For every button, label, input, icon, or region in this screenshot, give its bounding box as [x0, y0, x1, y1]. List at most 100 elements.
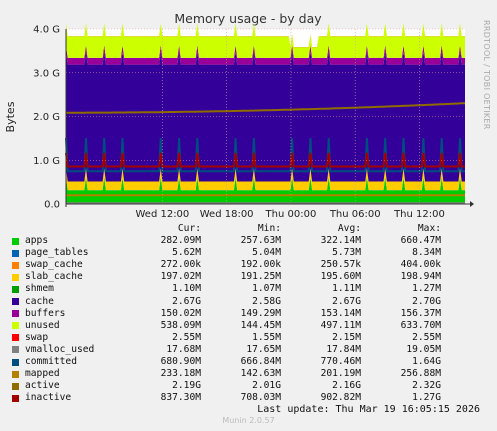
legend-avg-value: 770.46M	[320, 356, 361, 368]
legend-cur-value: 2.19G	[172, 380, 201, 392]
legend-min-value: 257.63M	[240, 235, 281, 247]
legend-max-value: 1.64G	[412, 356, 441, 368]
legend-swatch	[12, 261, 19, 269]
legend-series-name: shmem	[25, 283, 54, 295]
rrdtool-credit: RRDTOOL / TOBI OETIKER	[482, 20, 491, 130]
legend-avg-value: 902.82M	[320, 392, 361, 404]
area-slab_cache	[66, 168, 465, 191]
legend-swatch	[12, 237, 19, 245]
y-axis-ticks: 0.0 1.0 G 2.0 G 3.0 G 4.0 G	[33, 25, 60, 211]
legend-min-value: 192.00k	[240, 259, 281, 271]
legend-row-slab_cache: slab_cache 197.02M 191.25M 195.60M 198.94M	[12, 271, 490, 283]
legend-min-value: 708.03M	[240, 392, 281, 404]
legend-header: Cur: Min: Avg: Max:	[12, 223, 490, 235]
legend-swatch	[12, 346, 19, 354]
y-tick-label: 1.0 G	[33, 156, 60, 167]
legend-row-page_tables: page_tables 5.62M 5.04M 5.73M 8.34M	[12, 247, 490, 259]
legend-cur-value: 17.68M	[166, 343, 201, 355]
legend-row-mapped: mapped 233.18M 142.63M 201.19M 256.88M	[12, 368, 490, 380]
legend-swatch	[12, 273, 19, 281]
legend-row-shmem: shmem 1.10M 1.07M 1.11M 1.27M	[12, 283, 490, 295]
y-tick-label: 4.0 G	[33, 25, 60, 36]
legend-header-min: Min:	[257, 223, 281, 234]
legend-min-value: 2.58G	[252, 295, 281, 307]
legend-min-value: 5.04M	[252, 247, 281, 259]
legend-avg-value: 1.11M	[332, 283, 361, 295]
legend-avg-value: 17.84M	[326, 343, 361, 355]
x-tick-label: Wed 18:00	[200, 209, 254, 220]
legend-max-value: 156.37M	[400, 307, 441, 319]
legend-cur-value: 538.09M	[160, 319, 201, 331]
legend-cur-value: 837.30M	[160, 392, 201, 404]
legend-swatch	[12, 310, 19, 318]
legend-series-name: buffers	[25, 307, 66, 319]
legend-cur-value: 680.90M	[160, 356, 201, 368]
legend-row-committed: committed 680.90M 666.84M 770.46M 1.64G	[12, 356, 490, 368]
area-cache	[66, 51, 465, 182]
legend-swatch	[12, 249, 19, 257]
legend-swatch	[12, 358, 19, 366]
y-tick-label: 0.0	[44, 200, 60, 211]
legend-cur-value: 150.02M	[160, 307, 201, 319]
legend-row-inactive: inactive 837.30M 708.03M 902.82M 1.27G	[12, 392, 490, 404]
legend-avg-value: 2.16G	[332, 380, 361, 392]
legend-avg-value: 195.60M	[320, 271, 361, 283]
y-tick-label: 2.0 G	[33, 112, 60, 123]
legend-max-value: 404.00k	[400, 259, 441, 271]
legend-row-buffers: buffers 150.02M 149.29M 153.14M 156.37M	[12, 308, 490, 320]
legend-row-active: active 2.19G 2.01G 2.16G 2.32G	[12, 380, 490, 392]
x-axis-ticks: Wed 12:00 Wed 18:00 Thu 00:00 Thu 06:00 Thu …	[135, 209, 444, 220]
legend-header-avg: Avg:	[337, 223, 361, 234]
legend-max-value: 2.55M	[412, 331, 441, 343]
legend-avg-value: 2.15M	[332, 331, 361, 343]
x-tick-label: Wed 12:00	[135, 209, 189, 220]
legend-swatch	[12, 322, 19, 330]
legend-cur-value: 282.09M	[160, 235, 201, 247]
x-tick-label: Thu 06:00	[329, 209, 381, 220]
legend-swatch	[12, 394, 19, 402]
legend-min-value: 666.84M	[240, 356, 281, 368]
legend-series-name: mapped	[25, 368, 60, 380]
legend-max-value: 19.05M	[406, 343, 441, 355]
legend-avg-value: 153.14M	[320, 307, 361, 319]
legend-cur-value: 272.00k	[160, 259, 201, 271]
legend-swatch	[12, 298, 19, 306]
legend-header-max: Max:	[417, 223, 441, 234]
legend-series-name: slab_cache	[25, 271, 83, 283]
legend-row-swap: swap 2.55M 1.55M 2.15M 2.55M	[12, 332, 490, 344]
legend-series-name: cache	[25, 295, 54, 307]
line-inactive	[65, 152, 465, 168]
legend-avg-value: 201.19M	[320, 368, 361, 380]
munin-version: Munin 2.0.57	[222, 416, 275, 425]
legend-series-name: inactive	[25, 392, 72, 404]
legend-swatch	[12, 334, 19, 342]
legend-cur-value: 233.18M	[160, 368, 201, 380]
legend-max-value: 256.88M	[400, 368, 441, 380]
legend-min-value: 142.63M	[240, 368, 281, 380]
legend-avg-value: 497.11M	[320, 319, 361, 331]
legend-series-name: swap_cache	[25, 259, 83, 271]
legend-avg-value: 2.67G	[332, 295, 361, 307]
legend-min-value: 144.45M	[240, 319, 281, 331]
chart-title: Memory usage - by day	[174, 11, 322, 26]
legend-max-value: 198.94M	[400, 271, 441, 283]
legend-series-name: committed	[25, 356, 77, 368]
legend-cur-value: 197.02M	[160, 271, 201, 283]
legend-max-value: 1.27M	[412, 283, 441, 295]
legend-row-cache: cache 2.67G 2.58G 2.67G 2.70G	[12, 296, 490, 308]
legend-swatch	[12, 382, 19, 390]
legend-swatch	[12, 286, 19, 294]
line-committed	[65, 137, 465, 173]
legend-min-value: 1.07M	[252, 283, 281, 295]
legend-min-value: 149.29M	[240, 307, 281, 319]
legend-cur-value: 2.55M	[172, 331, 201, 343]
legend-max-value: 633.70M	[400, 319, 441, 331]
legend-cur-value: 5.62M	[172, 247, 201, 259]
legend-avg-value: 322.14M	[320, 235, 361, 247]
line-active	[66, 102, 466, 114]
legend-row-apps: apps 282.09M 257.63M 322.14M 660.47M	[12, 235, 490, 247]
legend-max-value: 660.47M	[400, 235, 441, 247]
legend-series-name: apps	[25, 235, 49, 247]
legend-min-value: 2.01G	[252, 380, 281, 392]
legend-row-swap_cache: swap_cache 272.00k 192.00k 250.57k 404.00k	[12, 259, 490, 271]
